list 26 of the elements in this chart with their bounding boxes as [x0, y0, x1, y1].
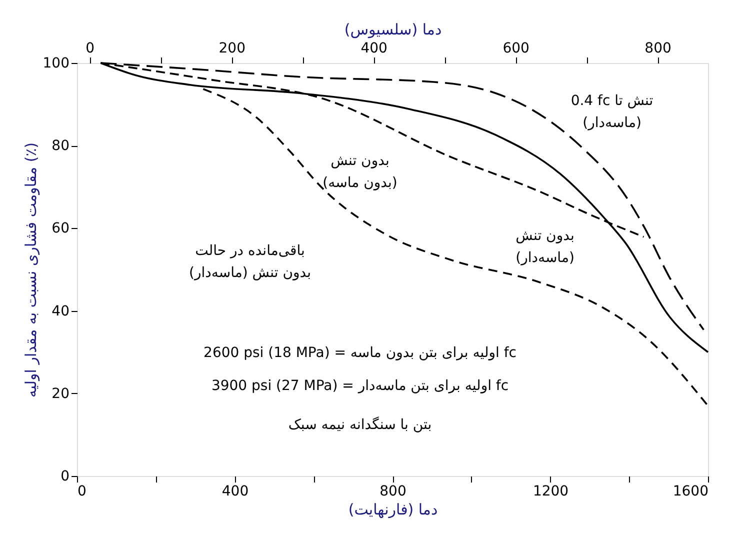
x2-tick-label: 200: [218, 40, 246, 56]
x2-tick-label: 0: [86, 40, 95, 56]
y-tick-label: 100: [42, 56, 70, 72]
x2-tick-label: 600: [502, 40, 530, 56]
annotation: بتن با سنگدانه نیمه سبک: [288, 416, 432, 433]
x2-tick-label: 800: [644, 40, 672, 56]
y-tick-label: 0: [60, 468, 70, 484]
x2-tick-label: 400: [360, 40, 388, 56]
x-tick-label: 400: [222, 484, 249, 500]
annotation: بدون تنش (بدون ماسه): [322, 153, 398, 191]
x-axis-title: دما (فارنهایت): [348, 500, 438, 518]
annotation: 2600 psi (18 MPa) = اولیه برای بتن بدون ماسه fc: [204, 345, 516, 361]
y-tick-label: 20: [52, 386, 70, 402]
x-tick-label: 800: [380, 484, 406, 500]
y-tick-label: 60: [52, 220, 70, 237]
annotation: 3900 psi (27 MPa) = اولیه برای بتن ماسه‌دار fc: [211, 378, 509, 394]
annotation: باقی‌مانده در حالت بدون تنش (ماسه‌دار): [189, 243, 311, 281]
x-tick-label: 1200: [532, 484, 569, 500]
y-tick-label: 40: [52, 303, 70, 320]
annotation: بدون تنش (ماسه‌دار): [516, 228, 574, 266]
y-axis-title: مقاومت فشاری نسبت به مقدار اولیه (٪): [22, 142, 40, 398]
x-tick-label: 0: [78, 484, 86, 500]
y-tick-label: 80: [52, 138, 70, 154]
annotation: 0.4 fc تنش تا (ماسه‌دار): [570, 93, 654, 131]
x-tick-label: 1600: [672, 484, 708, 500]
x2-axis-title: دما (سلسیوس): [344, 20, 442, 38]
